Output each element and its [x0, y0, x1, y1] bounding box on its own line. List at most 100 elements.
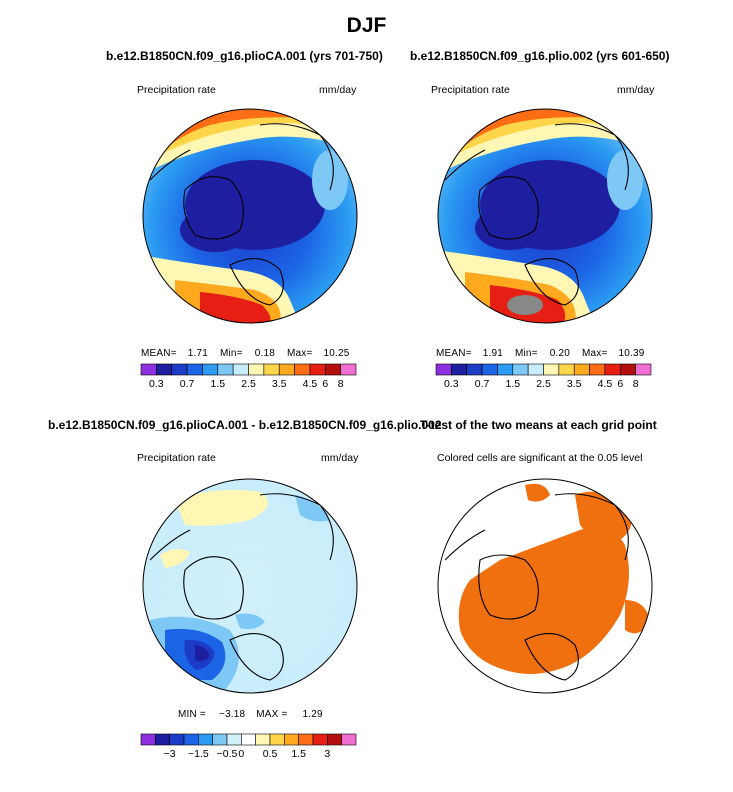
colorbar-box	[481, 363, 498, 376]
colorbar-box	[284, 733, 299, 746]
colorbar-box	[140, 733, 156, 746]
min-value: −3.18	[218, 709, 246, 720]
colorbar-box	[558, 363, 575, 376]
colorbar-box	[512, 363, 529, 376]
colorbar-box	[327, 733, 342, 746]
significance-map	[437, 478, 653, 694]
colorbar-box	[589, 363, 606, 376]
season-title: DJF	[346, 14, 387, 37]
min-label: Min=	[219, 348, 243, 359]
colorbar-panel-2: 0.3 0.7 1.5 2.5 3.5 4.5 6 8	[435, 363, 652, 390]
panel-2-variable-label: Precipitation rate	[431, 84, 510, 96]
colorbar-box	[183, 733, 199, 746]
colorbar-box	[466, 363, 483, 376]
colorbar-box	[140, 363, 157, 376]
colorbar-tick-label: 6	[322, 378, 328, 390]
max-value: 1.29	[302, 709, 323, 720]
max-value: 10.39	[618, 348, 645, 359]
panel-4-title: T-test of the two means at each grid poi…	[420, 418, 657, 432]
colorbar-tick-label: −1.5	[188, 748, 209, 760]
panel-2-stats: MEAN= 1.91 Min= 0.20 Max= 10.39	[436, 348, 645, 359]
colorbar-tick-label: 0.5	[263, 748, 278, 760]
colorbar-tick-label: 1.5	[505, 378, 520, 390]
colorbar-tick-label: 0	[238, 748, 244, 760]
colorbar-box	[435, 363, 452, 376]
colorbar-box	[169, 733, 185, 746]
colorbar-box	[155, 733, 170, 746]
panel-3-variable-label: Precipitation rate	[137, 452, 216, 464]
colorbar-tick-label: −0.5	[217, 748, 238, 760]
min-label: Min=	[514, 348, 538, 359]
colorbar-tick-label: 3.5	[272, 378, 287, 390]
colorbar-tick-label: −3	[164, 748, 176, 760]
colorbar-box	[241, 733, 256, 746]
panel-3-units-label: mm/day	[321, 452, 359, 464]
panel-1-stats: MEAN= 1.71 Min= 0.18 Max= 10.25	[141, 348, 350, 359]
colorbar-box	[635, 363, 652, 376]
colorbar-box	[278, 363, 295, 376]
colorbar-box	[294, 363, 311, 376]
colorbar-tick-label: 8	[633, 378, 639, 390]
min-value: 0.20	[549, 348, 570, 359]
panel-3-stats: MIN = −3.18 MAX = 1.29	[178, 709, 323, 720]
min-value: 0.18	[254, 348, 275, 359]
colorbar-tick-label: 3.5	[567, 378, 582, 390]
colorbar-box	[171, 363, 188, 376]
colorbar-box	[298, 733, 314, 746]
colorbar-box	[226, 733, 242, 746]
colorbar-tick-label: 1.5	[210, 378, 225, 390]
colorbar-box	[202, 363, 219, 376]
panel-1-units-label: mm/day	[319, 84, 357, 96]
colorbar-box	[212, 733, 228, 746]
colorbar-box	[232, 363, 249, 376]
colorbar-box	[309, 363, 326, 376]
mean-label: MEAN=	[141, 348, 177, 359]
colorbar-box	[312, 733, 328, 746]
colorbar-panel-1: 0.3 0.7 1.5 2.5 3.5 4.5 6 8	[140, 363, 357, 390]
precip-map-1	[142, 108, 358, 324]
mean-label: MEAN=	[436, 348, 472, 359]
colorbar-box	[573, 363, 590, 376]
colorbar-box	[543, 363, 560, 376]
colorbar-box	[269, 733, 285, 746]
colorbar-tick-label: 2.5	[536, 378, 551, 390]
colorbar-box	[217, 363, 234, 376]
colorbar-box	[255, 733, 271, 746]
precip-map-2	[437, 108, 653, 324]
panel-1-variable-label: Precipitation rate	[137, 84, 216, 96]
panel-2-units-label: mm/day	[617, 84, 655, 96]
colorbar-tick-label: 0.7	[180, 378, 195, 390]
colorbar-box	[324, 363, 341, 376]
difference-map	[142, 478, 358, 694]
colorbar-box	[451, 363, 468, 376]
colorbar-tick-label: 0.3	[444, 378, 459, 390]
colorbar-tick-label: 6	[617, 378, 623, 390]
colorbar-tick-label: 1.5	[291, 748, 306, 760]
colorbar-tick-label: 4.5	[598, 378, 613, 390]
colorbar-tick-label: 8	[338, 378, 344, 390]
colorbar-tick-label: 2.5	[241, 378, 256, 390]
colorbar-panel-3: −3 −1.5 −0.5 0 0.5 1.5 3	[140, 733, 357, 760]
max-label: Max=	[286, 348, 313, 359]
colorbar-box	[341, 733, 357, 746]
colorbar-box	[497, 363, 514, 376]
max-label: Max=	[581, 348, 608, 359]
colorbar-tick-label: 0.7	[475, 378, 490, 390]
colorbar-box	[604, 363, 621, 376]
colorbar-tick-label: 3	[324, 748, 330, 760]
colorbar-box	[619, 363, 636, 376]
colorbar-box	[198, 733, 213, 746]
mean-value: 1.71	[187, 348, 208, 359]
max-value: 10.25	[323, 348, 350, 359]
colorbar-box	[156, 363, 173, 376]
min-label: MIN =	[178, 709, 206, 720]
colorbar-box	[527, 363, 544, 376]
colorbar-box	[248, 363, 265, 376]
max-label: MAX =	[256, 709, 288, 720]
panel-2-title: b.e12.B1850CN.f09_g16.plio.002 (yrs 601-…	[410, 49, 670, 63]
colorbar-tick-label: 4.5	[303, 378, 318, 390]
colorbar-box	[186, 363, 203, 376]
panel-3-title: b.e12.B1850CN.f09_g16.plioCA.001 - b.e12…	[48, 418, 442, 432]
colorbar-tick-label: 0.3	[149, 378, 164, 390]
